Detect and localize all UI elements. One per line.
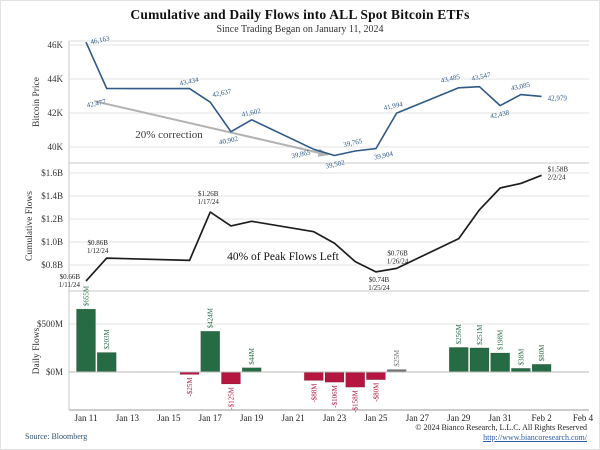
daily-flow-bar-label: -$158M bbox=[352, 389, 360, 412]
daily-flow-bar-label: $44M bbox=[248, 347, 256, 365]
daily-flow-bar-label: $80M bbox=[538, 344, 546, 362]
daily-flow-bar-label: -$80M bbox=[372, 382, 380, 402]
price-point-label: 39,904 bbox=[373, 150, 394, 162]
x-tick-label: Jan 15 bbox=[157, 413, 181, 423]
daily-flow-bar bbox=[490, 352, 510, 373]
x-tick-label: Jan 29 bbox=[447, 413, 471, 423]
x-tick-label: Jan 25 bbox=[364, 413, 388, 423]
cumulative-point-date: 1/12/24 bbox=[87, 247, 109, 255]
daily-flow-bar bbox=[304, 371, 324, 381]
daily-flow-bar-label: -$125M bbox=[227, 386, 235, 409]
cumulative-point-date: 1/17/24 bbox=[198, 198, 220, 206]
chart-title: Cumulative and Daily Flows into ALL Spot… bbox=[130, 7, 470, 22]
y-tick-label: $500M bbox=[37, 319, 63, 329]
cumulative-point-value: $0.76B bbox=[387, 249, 408, 257]
chart-subtitle: Since Trading Began on January 11, 2024 bbox=[216, 24, 384, 35]
cumulative-flows-line bbox=[85, 174, 542, 282]
cumulative-point-value: $0.66B bbox=[60, 273, 81, 281]
cumulative-point-date: 1/26/24 bbox=[387, 257, 409, 265]
correction-annotation: 20% correction bbox=[135, 129, 203, 141]
daily-flow-bar bbox=[241, 367, 262, 373]
x-tick-label: Jan 21 bbox=[281, 413, 304, 423]
cumulative-point-date: 1/25/24 bbox=[368, 284, 390, 292]
x-tick-label: Jan 27 bbox=[406, 413, 430, 423]
x-tick-label: Feb 4 bbox=[573, 413, 594, 423]
y-tick-label: $1.6B bbox=[41, 168, 63, 178]
y-tick-label: 46K bbox=[48, 40, 64, 50]
daily-flow-bar bbox=[531, 364, 552, 373]
price-point-label: 42,438 bbox=[490, 109, 511, 121]
daily-flow-bar bbox=[76, 308, 96, 373]
x-tick-label: Jan 11 bbox=[75, 413, 98, 423]
x-tick-label: Jan 19 bbox=[240, 413, 264, 423]
y-tick-label: $0.8B bbox=[41, 260, 63, 270]
y-tick-label: 40K bbox=[48, 142, 64, 152]
daily-flow-bar bbox=[469, 347, 490, 373]
daily-flow-bar-label: $38M bbox=[517, 348, 525, 366]
price-point-label: 39,865 bbox=[291, 148, 312, 160]
daily-flow-bar bbox=[221, 371, 241, 385]
bitcoin-price-line bbox=[85, 41, 542, 157]
daily-flow-bar bbox=[345, 371, 365, 388]
price-point-label: 42,477 bbox=[86, 98, 107, 110]
price-point-label: 43,547 bbox=[471, 71, 492, 83]
daily-flow-bar-label: $25M bbox=[393, 349, 401, 367]
correction-trendline bbox=[94, 100, 325, 155]
price-point-label: 41,602 bbox=[241, 107, 262, 119]
daily-flow-bar-label: -$88M bbox=[310, 383, 318, 403]
copyright-block: © 2024 Bianco Research, L.L.C. All Right… bbox=[415, 423, 587, 443]
price-point-label: 43,485 bbox=[440, 73, 461, 85]
cumulative-point-value: $0.86B bbox=[87, 239, 108, 247]
daily-flow-bar-label: $198M bbox=[497, 329, 505, 350]
daily-flow-bar bbox=[366, 371, 386, 380]
daily-flow-bar bbox=[96, 352, 117, 373]
daily-flow-bar bbox=[200, 331, 220, 373]
price-point-label: 39,765 bbox=[343, 137, 364, 149]
y-tick-label: $1.0B bbox=[41, 237, 63, 247]
x-tick-label: Jan 23 bbox=[323, 413, 347, 423]
price-point-label: 40,902 bbox=[218, 135, 239, 147]
price-point-label: 42,979 bbox=[548, 94, 568, 102]
y-tick-label: $1.4B bbox=[41, 191, 63, 201]
daily-flow-bar-label: $655M bbox=[83, 285, 91, 306]
price-point-label: 39,502 bbox=[325, 158, 346, 170]
y-axis-title: Cumulative Flows bbox=[25, 191, 35, 261]
x-tick-label: Jan 17 bbox=[199, 413, 223, 423]
price-point-label: 46,163 bbox=[90, 34, 111, 46]
price-point-label: 43,085 bbox=[510, 81, 531, 93]
y-tick-label: $0M bbox=[46, 367, 63, 377]
daily-flow-bar-label: $256M bbox=[455, 323, 463, 344]
copyright-text: © 2024 Bianco Research, L.L.C. All Right… bbox=[415, 423, 587, 432]
price-point-label: 43,434 bbox=[179, 76, 200, 88]
peak-flows-annotation: 40% of Peak Flows Left bbox=[227, 251, 340, 263]
price-point-label: 42,637 bbox=[212, 87, 233, 99]
cumulative-point-value: $1.26B bbox=[198, 190, 219, 198]
cumulative-point-date: 1/11/24 bbox=[59, 281, 81, 289]
y-axis-title: Bitcoin Price bbox=[32, 77, 42, 127]
daily-flow-bar-label: $251M bbox=[476, 324, 484, 345]
y-tick-label: $1.2B bbox=[41, 214, 63, 224]
daily-flow-bar-label: -$25M bbox=[186, 377, 194, 397]
daily-flow-bar bbox=[324, 371, 345, 383]
daily-flow-bar-label: $424M bbox=[207, 307, 215, 328]
y-tick-label: 44K bbox=[48, 74, 64, 84]
daily-flow-bar-label: $203M bbox=[103, 329, 111, 350]
cumulative-point-value: $0.74B bbox=[369, 276, 390, 284]
source-note: Source: Bloomberg bbox=[25, 432, 88, 441]
y-axis-title: Daily Flows bbox=[32, 327, 42, 374]
bianco-research-link[interactable]: http://www.biancoresearch.com/ bbox=[483, 433, 587, 442]
price-point-label: 41,994 bbox=[383, 100, 404, 112]
cumulative-point-date: 2/2/24 bbox=[548, 173, 566, 181]
daily-flow-bar bbox=[449, 347, 469, 373]
x-tick-label: Feb 2 bbox=[531, 413, 551, 423]
cumulative-point-value: $1.58B bbox=[548, 165, 569, 173]
daily-flow-bar bbox=[511, 368, 531, 373]
x-tick-label: Jan 31 bbox=[489, 413, 512, 423]
y-tick-label: 42K bbox=[48, 108, 64, 118]
x-tick-label: Jan 13 bbox=[116, 413, 140, 423]
daily-flow-bar-label: -$106M bbox=[331, 384, 339, 407]
